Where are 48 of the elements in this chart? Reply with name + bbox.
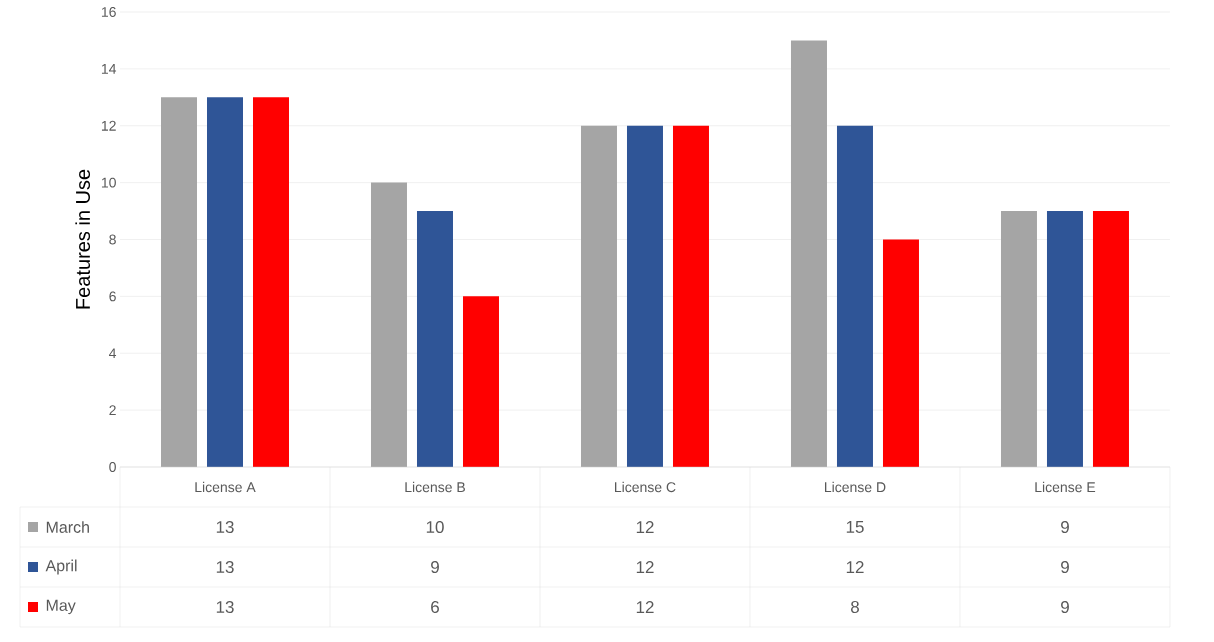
legend-label: May: [46, 599, 76, 615]
data-label: 12: [636, 561, 654, 573]
y-tick-label: 0: [109, 462, 116, 472]
x-tick-label: License E: [1035, 481, 1096, 493]
y-tick-label: 2: [109, 405, 116, 416]
data-label: 10: [426, 520, 444, 534]
data-label: 13: [216, 560, 234, 574]
y-tick-label: 8: [109, 234, 116, 245]
data-label: 9: [1061, 600, 1069, 614]
data-label: 12: [636, 601, 654, 613]
data-label: 12: [636, 521, 654, 533]
x-tick-label: License B: [405, 481, 465, 493]
legend-label: April: [45, 559, 77, 575]
y-tick-label: 4: [109, 348, 117, 359]
data-label: 15: [846, 521, 864, 533]
data-label: 9: [431, 560, 439, 574]
bar: [1046, 211, 1083, 467]
y-axis-title: Features in Use: [75, 169, 91, 309]
bar: [207, 97, 243, 467]
data-label: 12: [846, 561, 864, 573]
y-tick-label: 16: [101, 7, 116, 17]
y-tick-label: 14: [101, 64, 117, 74]
data-label: 6: [431, 600, 439, 614]
bar: [672, 125, 709, 467]
bar: [1092, 211, 1129, 467]
data-label: 9: [1061, 560, 1069, 574]
x-tick-label: License C: [615, 481, 676, 493]
bar: [462, 296, 499, 467]
x-tick-label: License D: [825, 481, 886, 493]
bar: [253, 97, 289, 467]
y-tick-label: 6: [109, 291, 116, 302]
y-tick-label: 12: [101, 120, 116, 131]
bar: [416, 211, 453, 467]
bar: [790, 40, 827, 467]
data-label: 9: [1061, 520, 1069, 534]
legend-label: March: [46, 521, 89, 533]
bar: [370, 182, 407, 467]
bar: [882, 239, 919, 467]
y-tick-label: 10: [101, 177, 116, 188]
bar: [161, 97, 197, 467]
data-label: 13: [216, 600, 234, 614]
bar: [836, 125, 873, 467]
bar: [580, 125, 617, 467]
x-tick-label: License A: [195, 481, 256, 493]
bar: [1000, 211, 1037, 467]
data-label: 8: [850, 600, 859, 614]
bar: [626, 125, 663, 467]
data-label: 13: [216, 520, 234, 534]
